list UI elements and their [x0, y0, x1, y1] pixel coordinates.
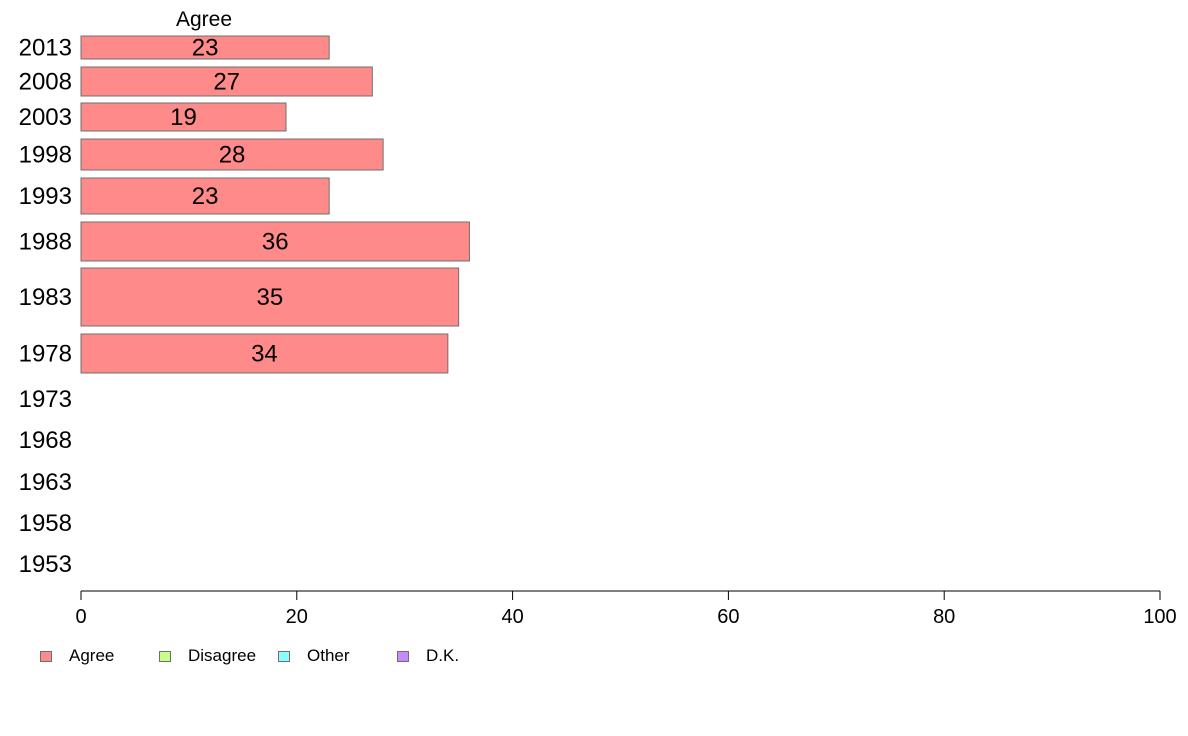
data-label-2008: 27	[213, 69, 240, 96]
bars-layer	[80, 35, 470, 374]
category-label-1993: 1993	[19, 183, 72, 210]
category-label-1963: 1963	[19, 469, 72, 496]
bar-1983-agree	[80, 267, 460, 327]
legend-swatch-agree	[40, 650, 52, 662]
legend-item-agree: Agree	[40, 646, 114, 666]
category-label-1953: 1953	[19, 551, 72, 578]
legend-swatch-other	[278, 650, 290, 662]
x-tick-label-20: 20	[286, 606, 308, 628]
legend-item-other: Other	[278, 646, 350, 666]
x-tick-label-60: 60	[717, 606, 739, 628]
bar-2008-agree	[80, 66, 373, 97]
category-label-1968: 1968	[19, 427, 72, 454]
category-label-1973: 1973	[19, 386, 72, 413]
category-label-1958: 1958	[19, 510, 72, 537]
data-label-2013: 23	[192, 35, 219, 62]
x-axis: 0 20 40 60 80 100	[75, 590, 1177, 628]
x-tick-label-0: 0	[75, 606, 86, 628]
category-label-1988: 1988	[19, 229, 72, 256]
bar-1978-agree	[80, 333, 449, 374]
data-label-1988: 36	[262, 229, 289, 256]
legend-label-disagree: Disagree	[188, 646, 257, 665]
bar-1993-agree	[80, 177, 330, 215]
bar-2003-agree	[80, 102, 287, 132]
category-label-2013: 2013	[19, 35, 72, 62]
data-label-1978: 34	[251, 341, 278, 368]
category-label-2003: 2003	[19, 104, 72, 131]
x-tick-label-40: 40	[501, 606, 523, 628]
bar-1988-agree	[80, 221, 470, 262]
category-label-2008: 2008	[19, 69, 72, 96]
legend-label-dk: D.K.	[426, 646, 460, 665]
data-label-1998: 28	[219, 142, 246, 169]
category-label-1998: 1998	[19, 142, 72, 169]
category-labels-layer: 2013 2008 2003 1998 1993 1988 1983 1978 1973 1968…	[19, 35, 72, 579]
data-label-1993: 23	[192, 183, 219, 210]
legend-item-disagree: Disagree	[159, 646, 256, 666]
data-label-2003: 19	[170, 104, 197, 131]
legend-swatch-disagree	[159, 650, 171, 662]
category-label-1978: 1978	[19, 341, 72, 368]
bar-1998-agree	[80, 138, 384, 171]
x-tick-label-100: 100	[1143, 606, 1176, 628]
legend-item-dk: D.K.	[397, 646, 459, 666]
legend-label-agree: Agree	[69, 646, 115, 665]
category-label-1983: 1983	[19, 284, 72, 311]
x-tick-label-80: 80	[933, 606, 955, 628]
legend-swatch-dk	[397, 650, 409, 662]
data-label-1983: 35	[256, 284, 283, 311]
bar-2013-agree	[80, 35, 330, 60]
legend-label-other: Other	[307, 646, 350, 665]
series-header: Agree	[176, 8, 232, 31]
